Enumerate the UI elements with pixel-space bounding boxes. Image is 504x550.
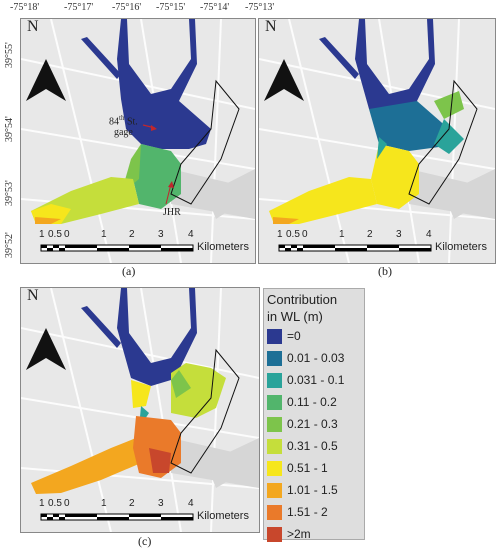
north-label: N — [27, 18, 39, 35]
legend-label: 0.51 - 1 — [287, 461, 328, 475]
legend-swatch — [267, 504, 282, 520]
legend-label: 1.01 - 1.5 — [287, 483, 338, 497]
legend: Contribution in WL (m) =0 0.01 - 0.03 0.03… — [263, 288, 365, 542]
lon-label: -75°13' — [245, 2, 275, 13]
legend-swatch — [267, 372, 282, 388]
gage-annotation: 84th St. gage — [109, 114, 138, 139]
legend-label: 0.21 - 0.3 — [287, 417, 338, 431]
lon-label: -75°18' — [10, 2, 40, 13]
legend-item: 0.31 - 0.5 — [267, 435, 364, 457]
legend-label: 1.51 - 2 — [287, 505, 328, 519]
lat-label: 39°53' — [4, 180, 15, 206]
lon-label: -75°17' — [64, 2, 94, 13]
legend-items: =0 0.01 - 0.03 0.031 - 0.1 0.11 - 0.2 0.21 -… — [264, 325, 364, 545]
lat-label: 39°55' — [4, 42, 15, 68]
legend-swatch — [267, 350, 282, 366]
north-label: N — [27, 287, 39, 304]
lat-label: 39°52' — [4, 232, 15, 258]
legend-item: 0.51 - 1 — [267, 457, 364, 479]
legend-item: 0.031 - 0.1 — [267, 369, 364, 391]
lon-label: -75°15' — [156, 2, 186, 13]
map-canvas — [21, 288, 259, 532]
north-arrow-icon — [26, 328, 66, 370]
legend-swatch — [267, 394, 282, 410]
legend-label: 0.031 - 0.1 — [287, 373, 345, 387]
legend-label: =0 — [287, 329, 301, 343]
legend-swatch — [267, 526, 282, 542]
lat-label: 39°54' — [4, 116, 15, 142]
legend-item: 1.51 - 2 — [267, 501, 364, 523]
legend-swatch — [267, 328, 282, 344]
map-panel-c: N 1 0.5 0 1 2 3 4 Kilometers — [20, 287, 260, 533]
map-canvas — [259, 19, 495, 263]
map-panel-a: N 84th St. gage JHR 1 0.5 0 1 2 3 4 Kilo… — [20, 18, 256, 264]
jhr-annotation: JHR — [163, 207, 181, 218]
legend-label: 0.31 - 0.5 — [287, 439, 338, 453]
north-arrow-icon — [264, 59, 304, 101]
legend-item: 0.21 - 0.3 — [267, 413, 364, 435]
legend-swatch — [267, 482, 282, 498]
map-panel-b: N 1 0.5 0 1 2 3 4 Kilometers — [258, 18, 496, 264]
legend-item: 1.01 - 1.5 — [267, 479, 364, 501]
legend-item: 0.11 - 0.2 — [267, 391, 364, 413]
legend-label: 0.01 - 0.03 — [287, 351, 345, 365]
legend-label: 0.11 - 0.2 — [287, 395, 337, 409]
caption-a: (a) — [122, 264, 136, 278]
lon-label: -75°16' — [112, 2, 142, 13]
caption-c: (c) — [138, 534, 152, 548]
caption-b: (b) — [378, 264, 392, 278]
legend-swatch — [267, 460, 282, 476]
legend-item: =0 — [267, 325, 364, 347]
legend-title: Contribution in WL (m) — [267, 292, 338, 324]
legend-item: 0.01 - 0.03 — [267, 347, 364, 369]
map-canvas — [21, 19, 255, 263]
legend-swatch — [267, 438, 282, 454]
lon-label: -75°14' — [200, 2, 230, 13]
legend-swatch — [267, 416, 282, 432]
north-label: N — [265, 18, 277, 35]
legend-label: >2m — [287, 527, 311, 541]
legend-item: >2m — [267, 523, 364, 545]
north-arrow-icon — [26, 59, 66, 101]
